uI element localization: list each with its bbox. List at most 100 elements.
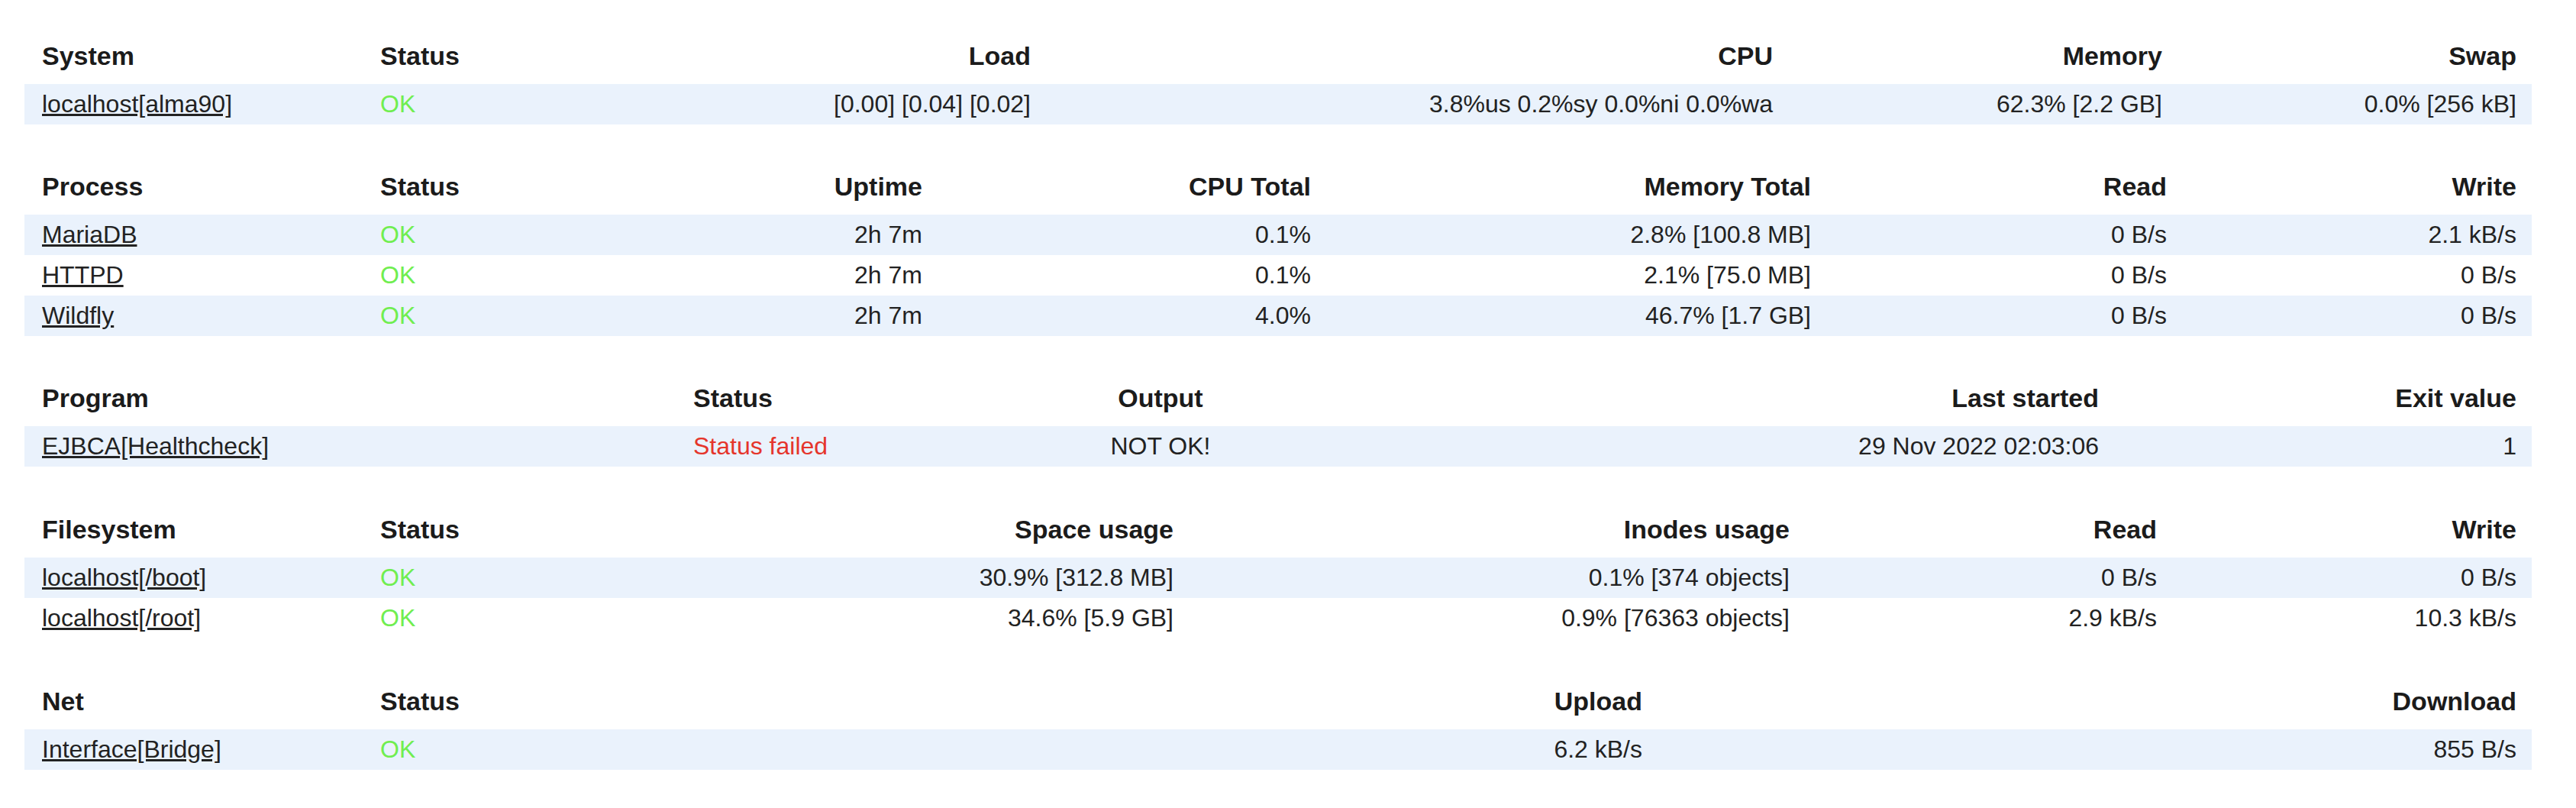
cell-uptime: 2h 7m [655, 296, 938, 336]
process-col-memory-total: Memory Total [1326, 158, 1826, 215]
cell-read: 0 B/s [1826, 215, 2182, 255]
program-col-last-started: Last started [1351, 370, 2114, 426]
localhost-root-link[interactable]: localhost[/root] [42, 604, 201, 632]
cell-read: 0 B/s [1805, 558, 2172, 598]
filesystem-header-row: FilesystemStatusSpace usageInodes usageR… [24, 501, 2532, 558]
process-header-row: ProcessStatusUptimeCPU TotalMemory Total… [24, 158, 2532, 215]
cell-space-usage: 30.9% [312.8 MB] [670, 558, 1189, 598]
httpd-link[interactable]: HTTPD [42, 261, 124, 289]
process-row-httpd: HTTPDOK2h 7m0.1%2.1% [75.0 MB]0 B/s0 B/s [24, 255, 2532, 296]
service-name-cell: Interface[Bridge] [24, 729, 365, 770]
status-cell: Status failed [678, 426, 970, 467]
program-table: ProgramStatusOutputLast startedExit valu… [24, 370, 2532, 467]
process-col-uptime: Uptime [655, 158, 938, 215]
cell-cpu-total: 4.0% [938, 296, 1326, 336]
cell-cpu-total: 0.1% [938, 215, 1326, 255]
cell-exit-value: 1 [2114, 426, 2532, 467]
service-name-cell: localhost[/boot] [24, 558, 365, 598]
net-header-row: NetStatusUploadDownload [24, 673, 2532, 729]
process-col-cpu-total: CPU Total [938, 158, 1326, 215]
cell-output: NOT OK! [970, 426, 1351, 467]
system-col-cpu: CPU [1046, 27, 1788, 84]
process-row-wildfly: WildflyOK2h 7m4.0%46.7% [1.7 GB]0 B/s0 B… [24, 296, 2532, 336]
status-cell: OK [365, 598, 670, 638]
ejbca-healthcheck-link[interactable]: EJBCA[Healthcheck] [42, 432, 269, 460]
cell-write: 0 B/s [2172, 558, 2532, 598]
program-col-status: Status [678, 370, 970, 426]
process-col-status: Status [365, 158, 655, 215]
cell-inodes-usage: 0.9% [76363 objects] [1189, 598, 1805, 638]
cell-read: 0 B/s [1826, 255, 2182, 296]
cell-memory: 62.3% [2.2 GB] [1788, 84, 2177, 124]
filesystem-table: FilesystemStatusSpace usageInodes usageR… [24, 501, 2532, 638]
filesystem-row-localhost-boot: localhost[/boot] OK30.9% [312.8 MB]0.1% [… [24, 558, 2532, 598]
wildfly-link[interactable]: Wildfly [42, 302, 114, 329]
monit-status-page: SystemStatusLoadCPUMemorySwaplocalhost[a… [24, 0, 2532, 770]
process-row-mariadb: MariaDB OK2h 7m0.1%2.8% [100.8 MB]0 B/s2.… [24, 215, 2532, 255]
status-cell: OK [365, 84, 686, 124]
cell-space-usage: 34.6% [5.9 GB] [670, 598, 1189, 638]
filesystem-col-inodes-usage: Inodes usage [1189, 501, 1805, 558]
filesystem-col-read: Read [1805, 501, 2172, 558]
program-row-ejbca-healthcheck: EJBCA[Healthcheck] Status failedNOT OK!29… [24, 426, 2532, 467]
filesystem-col-space-usage: Space usage [670, 501, 1189, 558]
net-col-net: Net [24, 673, 365, 729]
net-col-download: Download [1658, 673, 2532, 729]
system-col-status: Status [365, 27, 686, 84]
status-cell: OK [365, 296, 655, 336]
localhost-alma90-link[interactable]: localhost[alma90] [42, 90, 232, 118]
program-header-row: ProgramStatusOutputLast startedExit valu… [24, 370, 2532, 426]
process-col-process: Process [24, 158, 365, 215]
system-col-load: Load [686, 27, 1046, 84]
net-table: NetStatusUploadDownloadInterface[Bridge]… [24, 673, 2532, 770]
service-name-cell: HTTPD [24, 255, 365, 296]
status-cell: OK [365, 215, 655, 255]
cell-write: 10.3 kB/s [2172, 598, 2532, 638]
cell-write: 0 B/s [2182, 296, 2532, 336]
cell-write: 2.1 kB/s [2182, 215, 2532, 255]
cell-uptime: 2h 7m [655, 255, 938, 296]
cell-memory-total: 2.1% [75.0 MB] [1326, 255, 1826, 296]
process-col-read: Read [1826, 158, 2182, 215]
filesystem-col-status: Status [365, 501, 670, 558]
status-cell: OK [365, 558, 670, 598]
cell-read: 0 B/s [1826, 296, 2182, 336]
cell-cpu: 3.8%us 0.2%sy 0.0%ni 0.0%wa [1046, 84, 1788, 124]
cell-uptime: 2h 7m [655, 215, 938, 255]
system-col-memory: Memory [1788, 27, 2177, 84]
cell-cpu-total: 0.1% [938, 255, 1326, 296]
system-row-localhost-alma90: localhost[alma90] OK[0.00] [0.04] [0.02]3… [24, 84, 2532, 124]
process-table: ProcessStatusUptimeCPU TotalMemory Total… [24, 158, 2532, 336]
service-name-cell: localhost[alma90] [24, 84, 365, 124]
localhost-boot-link[interactable]: localhost[/boot] [42, 564, 206, 591]
cell-download: 855 B/s [1658, 729, 2532, 770]
service-name-cell: localhost[/root] [24, 598, 365, 638]
service-name-cell: EJBCA[Healthcheck] [24, 426, 678, 467]
service-name-cell: MariaDB [24, 215, 365, 255]
cell-load: [0.00] [0.04] [0.02] [686, 84, 1046, 124]
filesystem-col-write: Write [2172, 501, 2532, 558]
filesystem-col-filesystem: Filesystem [24, 501, 365, 558]
status-cell: OK [365, 255, 655, 296]
cell-upload: 6.2 kB/s [747, 729, 1658, 770]
net-col-status: Status [365, 673, 747, 729]
interface-bridge-link[interactable]: Interface[Bridge] [42, 735, 221, 763]
service-name-cell: Wildfly [24, 296, 365, 336]
program-col-program: Program [24, 370, 678, 426]
system-table: SystemStatusLoadCPUMemorySwaplocalhost[a… [24, 27, 2532, 124]
process-col-write: Write [2182, 158, 2532, 215]
system-col-swap: Swap [2177, 27, 2532, 84]
program-col-exit-value: Exit value [2114, 370, 2532, 426]
filesystem-row-localhost-root: localhost[/root] OK34.6% [5.9 GB]0.9% [76… [24, 598, 2532, 638]
cell-memory-total: 46.7% [1.7 GB] [1326, 296, 1826, 336]
cell-last-started: 29 Nov 2022 02:03:06 [1351, 426, 2114, 467]
status-cell: OK [365, 729, 747, 770]
program-col-output: Output [970, 370, 1351, 426]
net-row-interface-bridge: Interface[Bridge] OK6.2 kB/s855 B/s [24, 729, 2532, 770]
mariadb-link[interactable]: MariaDB [42, 221, 137, 248]
cell-write: 0 B/s [2182, 255, 2532, 296]
system-col-system: System [24, 27, 365, 84]
system-header-row: SystemStatusLoadCPUMemorySwap [24, 27, 2532, 84]
cell-memory-total: 2.8% [100.8 MB] [1326, 215, 1826, 255]
cell-inodes-usage: 0.1% [374 objects] [1189, 558, 1805, 598]
